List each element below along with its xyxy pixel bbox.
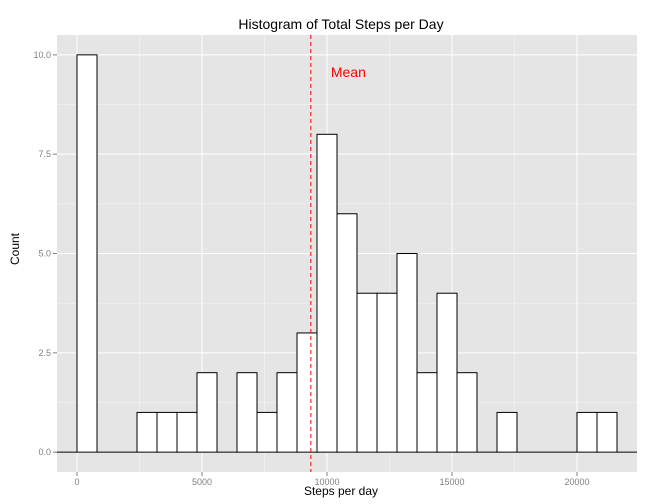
histogram-bar	[196, 372, 218, 453]
x-tick-label: 20000	[564, 477, 589, 487]
histogram-bar	[576, 411, 598, 453]
y-axis-ticks: 0.0 2.5 5.0 7.5 10.0	[33, 50, 57, 457]
histogram-bar	[136, 411, 158, 453]
x-tick-label: 15000	[439, 477, 464, 487]
y-axis-title: Count	[8, 232, 22, 265]
histogram-bar	[496, 411, 518, 453]
y-tick-label: 5.0	[38, 249, 51, 259]
x-axis-title: Steps per day	[304, 484, 378, 498]
histogram-bar	[156, 411, 178, 453]
histogram-bar	[276, 372, 298, 453]
x-axis-ticks: 0 5000 10000 15000 20000	[74, 472, 590, 487]
mean-label: Mean	[331, 64, 366, 80]
histogram-bar	[316, 133, 338, 453]
y-tick-label: 10.0	[33, 50, 51, 60]
histogram-bar	[596, 411, 618, 453]
histogram-bar	[296, 332, 318, 453]
histogram-bar	[76, 54, 98, 453]
y-tick-label: 7.5	[38, 149, 51, 159]
y-tick-label: 2.5	[38, 348, 51, 358]
histogram-bar	[416, 372, 438, 453]
histogram-bar	[396, 253, 418, 453]
histogram-bar	[256, 411, 278, 453]
histogram-bar	[436, 292, 458, 453]
histogram-bar	[376, 292, 398, 453]
chart-title: Histogram of Total Steps per Day	[238, 16, 443, 32]
x-tick-label: 5000	[192, 477, 212, 487]
histogram-bar	[336, 213, 358, 453]
histogram-bar	[456, 372, 478, 453]
histogram-bars	[57, 54, 637, 453]
histogram-bar	[356, 292, 378, 453]
mean-line-group: Mean	[310, 35, 366, 472]
x-tick-label: 10000	[314, 477, 339, 487]
histogram-bar	[236, 372, 258, 453]
y-tick-label: 0.0	[38, 447, 51, 457]
x-tick-label: 0	[74, 477, 79, 487]
histogram-bar	[176, 411, 198, 453]
